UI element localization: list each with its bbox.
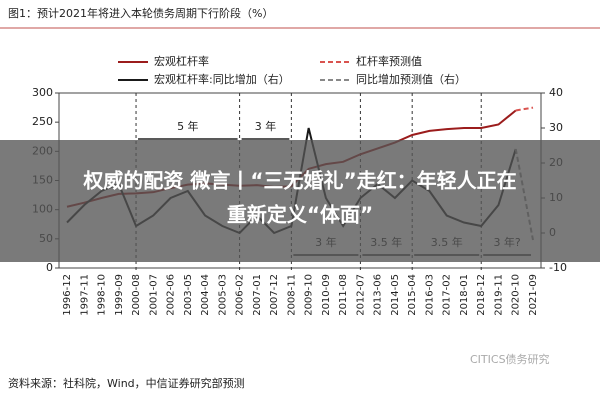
x-tick-label: 2000-08 [131,274,142,316]
banner-line: 重新定义“体面” [227,203,373,227]
x-tick-label: 2008-11 [286,274,297,316]
watermark: CITICS债务研究 [470,352,550,366]
annotation: 3 年 [255,119,277,133]
x-tick-label: 1999-09 [114,274,125,316]
y2-tick-label: 40 [549,86,563,99]
banner-line: 权威的配资 微言丨“三无婚礼”走红：年轻人正在 [82,169,516,193]
x-tick-label: 2020-10 [511,274,522,316]
x-tick-label: 2006-02 [235,274,246,316]
x-tick-label: 2007-01 [252,274,263,316]
x-tick-label: 2019-11 [493,274,504,316]
x-tick-label: 2021-09 [528,274,539,316]
x-tick-label: 1998-10 [97,274,108,316]
legend-label: 宏观杠杆率 [154,54,209,68]
x-tick-label: 2004-04 [200,274,211,316]
y2-tick-label: 30 [549,121,563,134]
y2-tick-label: -10 [549,261,567,274]
x-tick-label: 2016-03 [424,274,435,316]
annotation: 5 年 [177,119,199,133]
legend-label: 宏观杠杆率:同比增加（右） [154,72,290,86]
y-tick-label: 0 [46,261,53,274]
x-tick-label: 2013-06 [373,274,384,316]
x-tick-label: 2011-08 [338,274,349,316]
legend-label: 杠杆率预测值 [356,54,422,68]
x-tick-label: 2012-07 [355,274,366,316]
x-tick-label: 1996-12 [62,274,73,316]
x-tick-label: 2005-03 [217,274,228,316]
x-tick-label: 2002-06 [166,274,177,316]
x-tick-label: 2009-10 [304,274,315,316]
legend-label: 同比增加预测值（右） [356,72,466,86]
chart-title: 图1：预计2021年将进入本轮债务周期下行阶段（%） [8,6,273,20]
x-tick-label: 2015-04 [407,274,418,316]
x-tick-label: 2007-12 [269,274,280,316]
y-tick-label: 250 [32,115,53,128]
x-tick-label: 2018-12 [476,274,487,316]
x-tick-label: 2001-07 [148,274,159,316]
x-tick-label: 2017-02 [442,274,453,316]
x-tick-label: 2014-05 [390,274,401,316]
banner-bg [0,140,600,262]
source: 资料来源：社科院，Wind，中信证券研究部预测 [8,376,245,390]
x-tick-label: 2010-09 [321,274,332,316]
x-tick-label: 2018-01 [459,274,470,316]
x-tick-label: 2003-05 [183,274,194,316]
banner: 权威的配资 微言丨“三无婚礼”走红：年轻人正在 重新定义“体面” [0,140,600,262]
y-tick-label: 300 [32,86,53,99]
x-tick-label: 1997-11 [79,274,90,316]
series-line [515,106,534,112]
